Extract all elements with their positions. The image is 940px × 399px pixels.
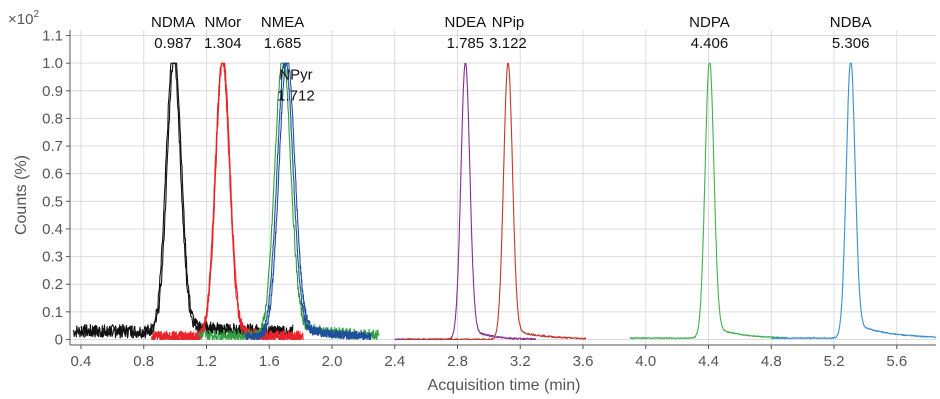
y-tick-label: 0.2 <box>42 276 63 293</box>
trace-line-10 <box>770 62 937 340</box>
traces <box>72 62 937 341</box>
y-tick-label: 0.1 <box>42 304 63 321</box>
trace-line-9 <box>629 62 788 340</box>
trace-line-8 <box>402 62 587 341</box>
trace-line-3 <box>158 62 302 341</box>
x-tick-label: 5.6 <box>886 353 907 370</box>
x-tick-label: 0.4 <box>71 353 92 370</box>
y-multiplier: ×102 <box>8 9 39 28</box>
peak-label-name: NDBA <box>830 14 872 31</box>
x-tick-label: 4.4 <box>698 353 719 370</box>
peak-label-value: 1.685 <box>264 35 302 52</box>
y-tick-label: 0.8 <box>42 110 63 127</box>
peak-label-name: NPip <box>492 14 525 31</box>
axes: 0 0.1 0.2 0.3 0.4 0.5 0.6 0.7 0.8 0.9 1.0 1.1 0.4 0.8… <box>42 28 936 370</box>
x-tick-label: 3.6 <box>573 353 594 370</box>
y-tick-label: 0 <box>55 331 63 348</box>
x-tick-label: 1.6 <box>259 353 280 370</box>
trace-line-6 <box>253 62 372 341</box>
peak-label-value: 3.122 <box>489 35 527 52</box>
x-tick-label: 0.8 <box>133 353 154 370</box>
y-tick-label: 1.1 <box>42 28 63 45</box>
y-tick-label: 0.3 <box>42 249 63 266</box>
peak-label-name: NDEA <box>445 14 487 31</box>
peak-labels: NDMA 0.987 NMor 1.304 NMEA 1.685 NPyr 1.712 NDEA… <box>151 14 872 105</box>
x-axis-title: Acquisition time (min) <box>428 377 581 394</box>
trace-line-1 <box>80 62 286 338</box>
y-axis-title: Counts (%) <box>13 155 30 235</box>
y-tick-label: 0.9 <box>42 83 63 100</box>
peak-label-value: 1.785 <box>447 35 485 52</box>
peak-label-value: 5.306 <box>832 35 870 52</box>
x-tick-label: 5.2 <box>824 353 845 370</box>
x-tick-label: 1.2 <box>196 353 217 370</box>
trace-line-5 <box>245 62 364 341</box>
peak-label-name: NDPA <box>689 14 730 31</box>
peak-label-value: 1.304 <box>204 35 242 52</box>
x-tick-label: 4.8 <box>761 353 782 370</box>
y-tick-label: 0.4 <box>42 221 63 238</box>
y-tick-label: 0.7 <box>42 138 63 155</box>
x-tick-label: 3.2 <box>510 353 531 370</box>
peak-label-name: NMor <box>204 14 241 31</box>
x-tick-label: 2.0 <box>322 353 343 370</box>
y-tick-label: 1.0 <box>42 55 63 72</box>
x-tick-label: 4.0 <box>635 353 656 370</box>
peak-label-name: NDMA <box>151 14 195 31</box>
peak-label-value: 4.406 <box>691 35 729 52</box>
x-tick-label: 2.4 <box>384 353 405 370</box>
peak-label-name: NPyr <box>279 67 312 84</box>
peak-label-value: 0.987 <box>154 35 192 52</box>
y-tick-label: 0.5 <box>42 193 63 210</box>
x-tick-label: 2.8 <box>447 353 468 370</box>
y-tick-label: 0.6 <box>42 166 63 183</box>
peak-label-name: NMEA <box>261 14 304 31</box>
peak-label-value: 1.712 <box>277 88 315 105</box>
